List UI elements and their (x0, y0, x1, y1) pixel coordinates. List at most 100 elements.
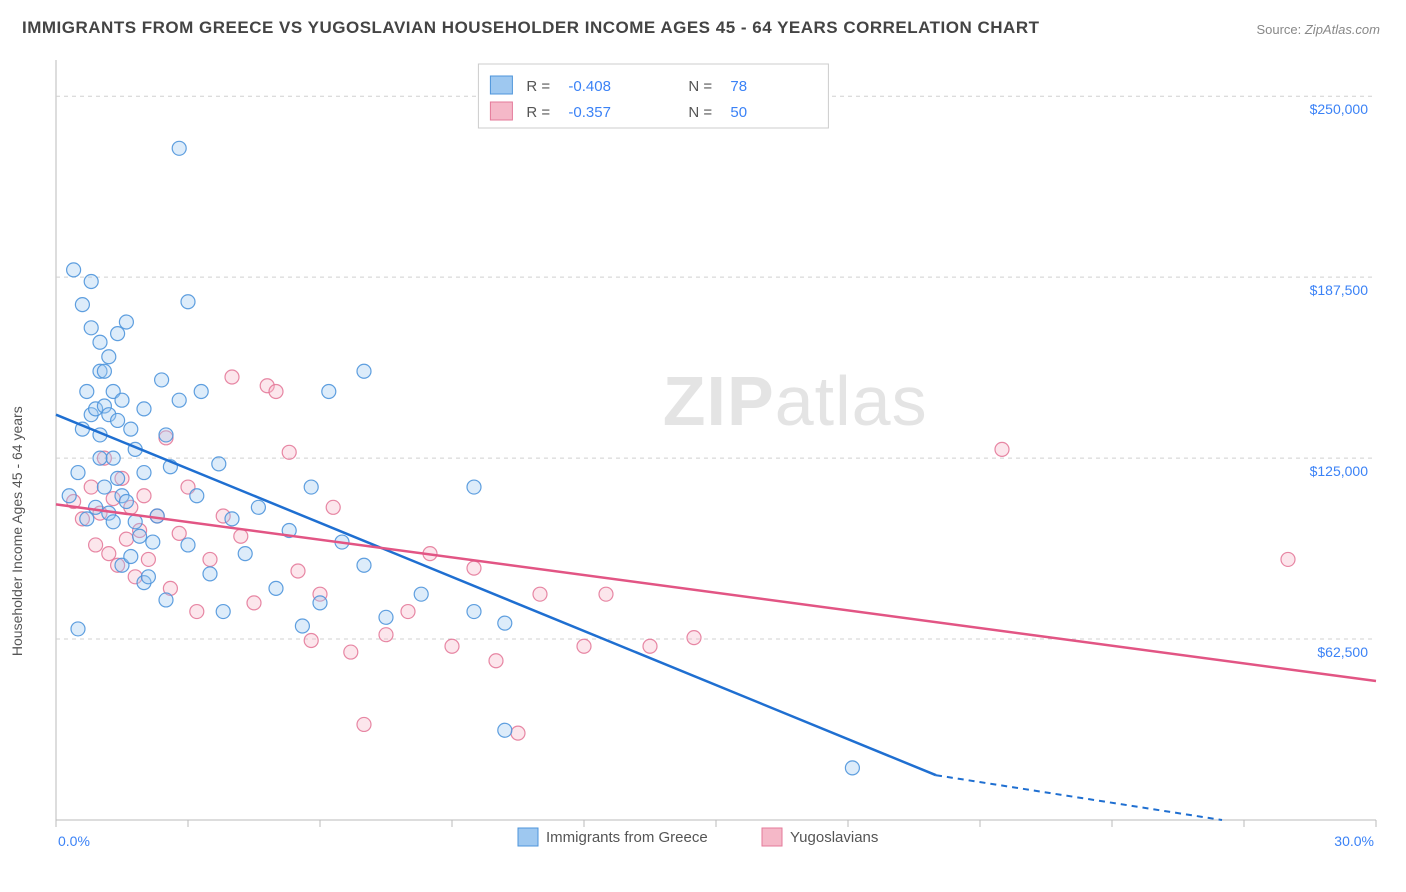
data-point (489, 654, 503, 668)
data-point (498, 616, 512, 630)
data-point (322, 385, 336, 399)
legend-swatch (490, 76, 512, 94)
data-point (344, 645, 358, 659)
data-point (111, 327, 125, 341)
data-point (97, 364, 111, 378)
data-point (133, 529, 147, 543)
data-point (93, 335, 107, 349)
x-min-label: 0.0% (58, 833, 90, 849)
data-point (119, 532, 133, 546)
data-point (357, 717, 371, 731)
data-point (111, 413, 125, 427)
data-point (115, 393, 129, 407)
chart-title: IMMIGRANTS FROM GREECE VS YUGOSLAVIAN HO… (22, 18, 1039, 38)
data-point (599, 587, 613, 601)
data-point (106, 451, 120, 465)
data-point (102, 547, 116, 561)
y-tick-label: $125,000 (1310, 463, 1369, 479)
scatter-chart: $62,500$125,000$187,500$250,0000.0%30.0%… (0, 50, 1406, 892)
legend-series-label: Immigrants from Greece (546, 829, 708, 846)
data-point (304, 633, 318, 647)
data-point (119, 315, 133, 329)
data-point (238, 547, 252, 561)
data-point (124, 422, 138, 436)
data-point (304, 480, 318, 494)
data-point (203, 552, 217, 566)
data-point (357, 364, 371, 378)
data-point (269, 581, 283, 595)
legend-N-value: 50 (730, 104, 747, 121)
data-point (181, 538, 195, 552)
legend-R-label: R = (526, 78, 550, 95)
data-point (71, 466, 85, 480)
y-tick-label: $250,000 (1310, 101, 1369, 117)
data-point (124, 550, 138, 564)
data-point (291, 564, 305, 578)
data-point (414, 587, 428, 601)
data-point (225, 512, 239, 526)
data-point (401, 605, 415, 619)
data-point (357, 558, 371, 572)
source-link[interactable]: ZipAtlas.com (1305, 22, 1380, 37)
watermark: ZIPatlas (663, 362, 928, 440)
legend-N-label: N = (688, 104, 712, 121)
data-point (326, 500, 340, 514)
legend-swatch (490, 102, 512, 120)
data-point (216, 605, 230, 619)
data-point (282, 445, 296, 459)
data-point (146, 535, 160, 549)
x-max-label: 30.0% (1334, 833, 1374, 849)
data-point (295, 619, 309, 633)
data-point (269, 385, 283, 399)
data-point (71, 622, 85, 636)
data-point (687, 631, 701, 645)
y-axis-label: Householder Income Ages 45 - 64 years (9, 406, 25, 656)
data-point (159, 593, 173, 607)
source-prefix: Source: (1256, 22, 1304, 37)
data-point (511, 726, 525, 740)
legend-swatch (518, 828, 538, 846)
data-point (234, 529, 248, 543)
data-point (577, 639, 591, 653)
data-point (97, 480, 111, 494)
data-point (106, 515, 120, 529)
data-point (102, 350, 116, 364)
data-point (150, 509, 164, 523)
data-point (533, 587, 547, 601)
data-point (190, 489, 204, 503)
data-point (190, 605, 204, 619)
legend-R-value: -0.408 (568, 78, 611, 95)
data-point (247, 596, 261, 610)
data-point (80, 385, 94, 399)
data-point (93, 451, 107, 465)
data-point (141, 570, 155, 584)
data-point (137, 489, 151, 503)
data-point (379, 628, 393, 642)
data-point (137, 402, 151, 416)
legend-R-value: -0.357 (568, 104, 611, 121)
data-point (119, 495, 133, 509)
data-point (194, 385, 208, 399)
data-point (251, 500, 265, 514)
data-point (75, 298, 89, 312)
data-point (995, 442, 1009, 456)
data-point (203, 567, 217, 581)
trend-line (56, 504, 1376, 681)
data-point (137, 466, 151, 480)
legend-N-label: N = (688, 78, 712, 95)
data-point (445, 639, 459, 653)
trend-line-dashed (936, 775, 1222, 820)
data-point (379, 610, 393, 624)
data-point (141, 552, 155, 566)
data-point (159, 428, 173, 442)
data-point (212, 457, 226, 471)
data-point (225, 370, 239, 384)
data-point (89, 500, 103, 514)
data-point (155, 373, 169, 387)
data-point (84, 274, 98, 288)
data-point (467, 605, 481, 619)
data-point (181, 295, 195, 309)
data-point (67, 263, 81, 277)
data-point (111, 471, 125, 485)
data-point (84, 321, 98, 335)
